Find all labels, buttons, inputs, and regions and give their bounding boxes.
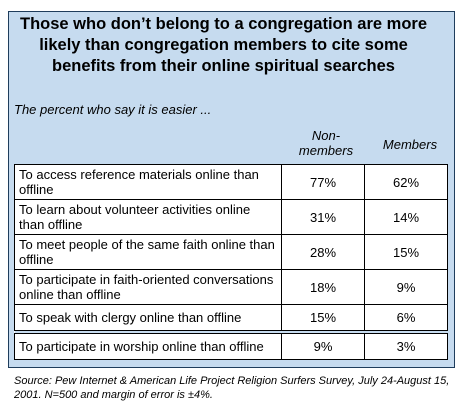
table-title: Those who don’t belong to a congregation… — [19, 15, 428, 75]
column-header-members: Members — [382, 137, 438, 152]
table-row: To access reference materials online tha… — [14, 164, 448, 200]
members-value: 3% — [364, 333, 448, 360]
source-note: Source: Pew Internet & American Life Pro… — [14, 375, 450, 401]
table-row: To participate in worship online than of… — [14, 333, 448, 360]
row-label: To meet people of the same faith online … — [14, 234, 282, 270]
nonmembers-value: 9% — [281, 333, 365, 360]
members-value: 62% — [364, 164, 448, 200]
table-row: To speak with clergy online than offline… — [14, 304, 448, 331]
table-row: To learn about volunteer activities onli… — [14, 199, 448, 235]
table-row: To meet people of the same faith online … — [14, 234, 448, 270]
nonmembers-value: 18% — [281, 269, 365, 305]
data-table: To access reference materials online tha… — [14, 164, 448, 360]
row-label: To access reference materials online tha… — [14, 164, 282, 200]
table-subtitle: The percent who say it is easier ... — [14, 102, 212, 117]
row-label: To participate in worship online than of… — [14, 333, 282, 360]
row-label: To speak with clergy online than offline — [14, 304, 282, 331]
members-value: 15% — [364, 234, 448, 270]
row-label: To participate in faith-oriented convers… — [14, 269, 282, 305]
nonmembers-value: 31% — [281, 199, 365, 235]
members-value: 9% — [364, 269, 448, 305]
row-label: To learn about volunteer activities onli… — [14, 199, 282, 235]
column-header-nonmembers: Non-members — [298, 128, 354, 158]
members-value: 6% — [364, 304, 448, 331]
members-value: 14% — [364, 199, 448, 235]
nonmembers-value: 77% — [281, 164, 365, 200]
nonmembers-value: 28% — [281, 234, 365, 270]
nonmembers-value: 15% — [281, 304, 365, 331]
table-row: To participate in faith-oriented convers… — [14, 269, 448, 305]
